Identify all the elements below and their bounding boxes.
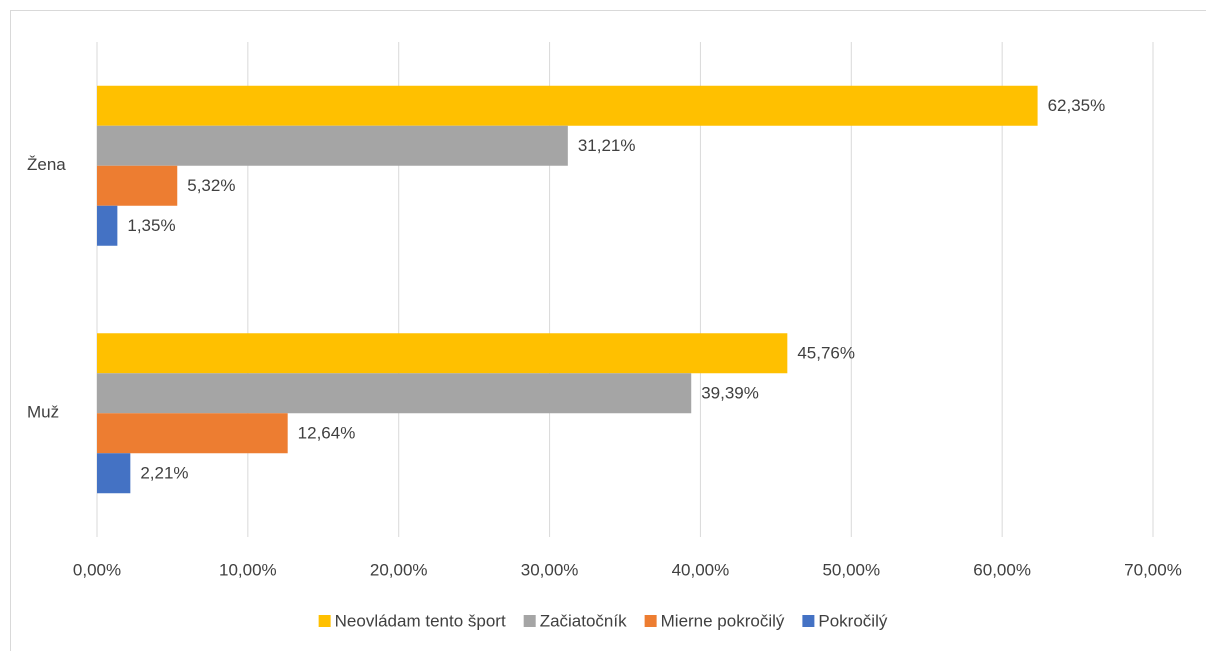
legend-swatch bbox=[644, 615, 657, 627]
y-tick-label: Žena bbox=[27, 155, 66, 174]
x-tick-label: 10,00% bbox=[219, 560, 277, 579]
x-tick-label: 40,00% bbox=[672, 560, 730, 579]
legend-swatch bbox=[802, 615, 815, 627]
data-label: 1,35% bbox=[127, 216, 175, 235]
legend-label: Neovládam tento šport bbox=[335, 611, 506, 630]
x-tick-label: 20,00% bbox=[370, 560, 428, 579]
data-label: 12,64% bbox=[298, 424, 356, 443]
bar bbox=[97, 453, 131, 494]
chart-border bbox=[10, 10, 1206, 651]
x-tick-label: 30,00% bbox=[521, 560, 579, 579]
y-tick-label: Muž bbox=[27, 403, 59, 422]
data-label: 62,35% bbox=[1048, 96, 1106, 115]
legend-label: Začiatočník bbox=[540, 611, 627, 630]
x-tick-label: 0,00% bbox=[73, 560, 121, 579]
bar bbox=[97, 165, 178, 206]
bar bbox=[97, 205, 118, 246]
bar bbox=[97, 125, 568, 166]
x-tick-label: 60,00% bbox=[973, 560, 1031, 579]
data-label: 39,39% bbox=[701, 384, 759, 403]
data-label: 45,76% bbox=[797, 344, 855, 363]
data-label: 5,32% bbox=[187, 176, 235, 195]
bar bbox=[97, 333, 788, 374]
bar bbox=[97, 413, 288, 454]
legend-swatch bbox=[523, 615, 536, 627]
x-tick-label: 70,00% bbox=[1124, 560, 1182, 579]
legend-label: Mierne pokročilý bbox=[661, 611, 785, 630]
data-label: 2,21% bbox=[140, 464, 188, 483]
x-tick-label: 50,00% bbox=[822, 560, 880, 579]
bar bbox=[97, 85, 1038, 126]
bar bbox=[97, 373, 692, 414]
legend-swatch bbox=[318, 615, 331, 627]
data-label: 31,21% bbox=[578, 136, 636, 155]
legend-label: Pokročilý bbox=[818, 611, 887, 630]
